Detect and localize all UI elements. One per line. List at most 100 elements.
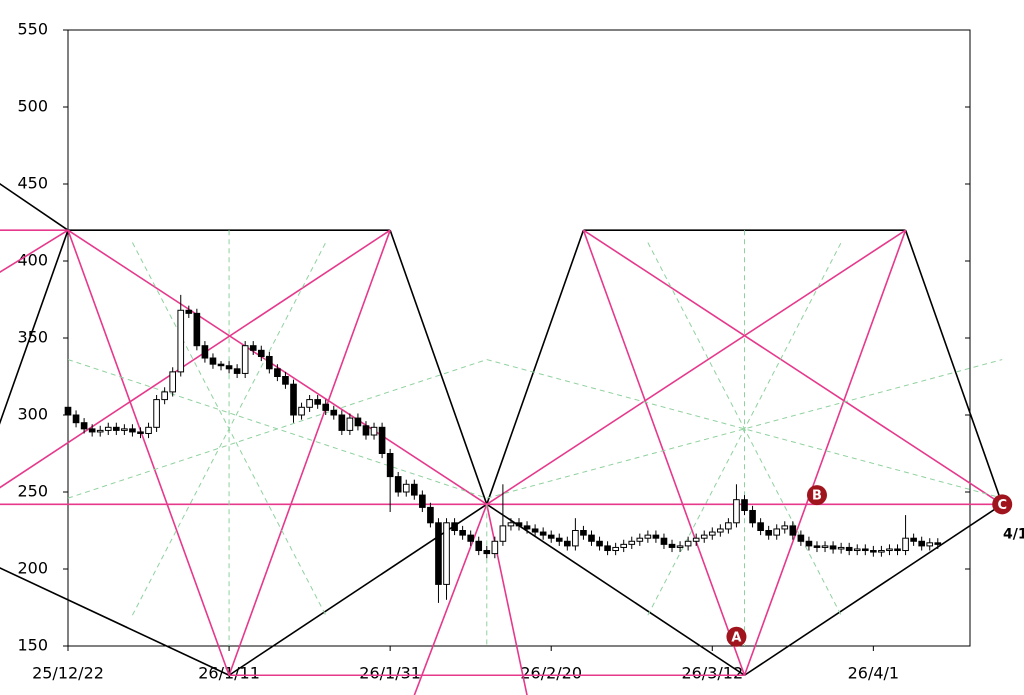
- marker: [992, 494, 1013, 515]
- candle-body: [555, 537, 563, 542]
- marker: [726, 626, 747, 647]
- candle-body: [870, 550, 877, 553]
- candle-body: [910, 537, 917, 542]
- candle-body: [636, 537, 644, 542]
- candle-body: [402, 483, 410, 493]
- candle-body: [805, 540, 813, 547]
- candle-body: [354, 417, 362, 427]
- overlay-line: [486, 229, 585, 505]
- candle-body: [934, 542, 942, 545]
- candle-body: [88, 428, 96, 433]
- candle-body: [886, 548, 893, 552]
- candle-body: [145, 426, 152, 434]
- candle-body: [926, 542, 934, 547]
- x-tick-label: 26/4/1: [848, 664, 900, 683]
- candle-body: [515, 522, 523, 527]
- overlay-line: [744, 503, 1003, 676]
- candle-body: [773, 528, 781, 536]
- candle-body: [612, 546, 619, 552]
- candle-body: [161, 391, 168, 401]
- y-tick-label: 550: [17, 20, 48, 39]
- marker-label: B: [812, 489, 822, 504]
- candle-body: [660, 537, 668, 545]
- x-tick-label: 26/1/31: [359, 664, 421, 683]
- candle-body: [274, 368, 281, 377]
- candle-body: [249, 345, 257, 351]
- y-tick-label: 300: [17, 405, 48, 424]
- overlay-line: [67, 359, 487, 499]
- overlay-line: [0, 229, 391, 489]
- candle-body: [861, 548, 869, 552]
- candle-body: [419, 494, 426, 508]
- y-tick-label: 350: [17, 328, 48, 347]
- candle-body: [282, 376, 289, 385]
- candle-body: [443, 522, 450, 585]
- candle-body: [217, 363, 225, 367]
- candle-body: [113, 426, 120, 431]
- candle-body: [209, 357, 217, 365]
- candle-body: [837, 546, 845, 550]
- candle-body: [96, 429, 104, 433]
- overlay-line: [486, 504, 528, 695]
- candle-body: [201, 345, 209, 359]
- candle-body: [789, 525, 797, 536]
- candle-body: [233, 368, 241, 374]
- overlay-line: [582, 229, 746, 676]
- candle-body: [467, 534, 474, 542]
- overlay-line: [228, 229, 391, 676]
- candle-body: [878, 550, 885, 553]
- candle-body: [523, 525, 531, 530]
- candle-body: [193, 312, 201, 347]
- candle-body: [596, 540, 603, 547]
- candle-body: [394, 476, 402, 493]
- candle-body: [241, 345, 249, 374]
- candle-body: [604, 545, 611, 552]
- overlay-line: [0, 229, 69, 425]
- x-tick-label: 26/2/20: [520, 664, 582, 683]
- overlay-line: [582, 229, 1003, 505]
- candle-body: [741, 499, 748, 511]
- candle-body: [185, 309, 193, 314]
- candle-body: [644, 534, 652, 539]
- candle-body: [129, 428, 136, 433]
- overlay-line: [0, 229, 69, 274]
- candle-body: [362, 425, 370, 436]
- candle-body: [620, 543, 628, 548]
- candle-body: [813, 545, 821, 548]
- candle-body: [314, 399, 321, 405]
- candle-body: [338, 414, 346, 431]
- marker: [806, 485, 827, 506]
- candle-body: [322, 403, 330, 411]
- candle-body: [507, 522, 515, 527]
- candle-body: [765, 530, 772, 536]
- candle-body: [499, 525, 507, 542]
- candle-body: [298, 406, 305, 416]
- overlay-line: [647, 242, 842, 616]
- y-tick-label: 450: [17, 174, 48, 193]
- y-tick-label: 150: [17, 636, 48, 655]
- candle-body: [845, 546, 853, 552]
- candles: [64, 294, 942, 603]
- candle-body: [652, 534, 660, 539]
- overlay-line: [389, 229, 488, 505]
- candle-body: [459, 530, 466, 536]
- candle-body: [547, 534, 555, 539]
- candle-body: [708, 531, 716, 536]
- candle-body: [72, 414, 80, 424]
- candle-body: [121, 428, 128, 431]
- candle-body: [749, 509, 756, 524]
- candle-body: [572, 530, 579, 547]
- candle-body: [733, 499, 740, 524]
- candle-body: [781, 525, 789, 530]
- candle-body: [725, 522, 732, 530]
- candle-body: [692, 537, 700, 542]
- x-tick-label: 26/3/12: [681, 664, 743, 683]
- candle-body: [346, 417, 354, 431]
- candle-body: [821, 545, 829, 548]
- candle-body: [451, 522, 458, 531]
- candle-body: [717, 528, 724, 533]
- candle-body: [427, 506, 434, 524]
- x-tick-label: 25/12/22: [32, 664, 104, 683]
- overlays: [0, 182, 1003, 695]
